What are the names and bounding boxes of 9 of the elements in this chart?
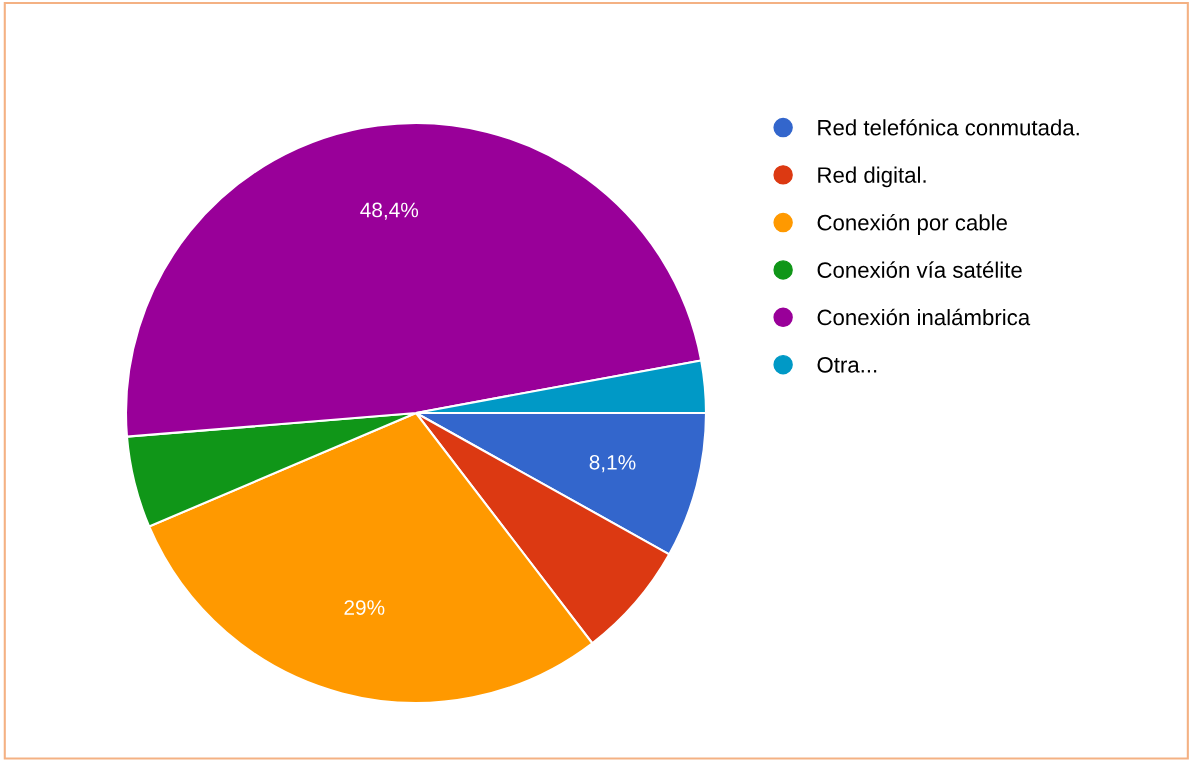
legend-label: Red telefónica conmutada. (818, 118, 1079, 136)
data-label: 48,4% (360, 202, 419, 220)
legend-label: Otra... (817, 356, 877, 373)
legend-label: Red digital. (818, 166, 926, 188)
legend-label: Conexión vía satélite (817, 261, 1022, 278)
data-label: 29% (344, 600, 385, 615)
data-label: 8,1% (589, 454, 636, 473)
legend-label: Conexión por cable (817, 213, 1007, 235)
legend-label: Conexión inalámbrica (817, 308, 1031, 326)
